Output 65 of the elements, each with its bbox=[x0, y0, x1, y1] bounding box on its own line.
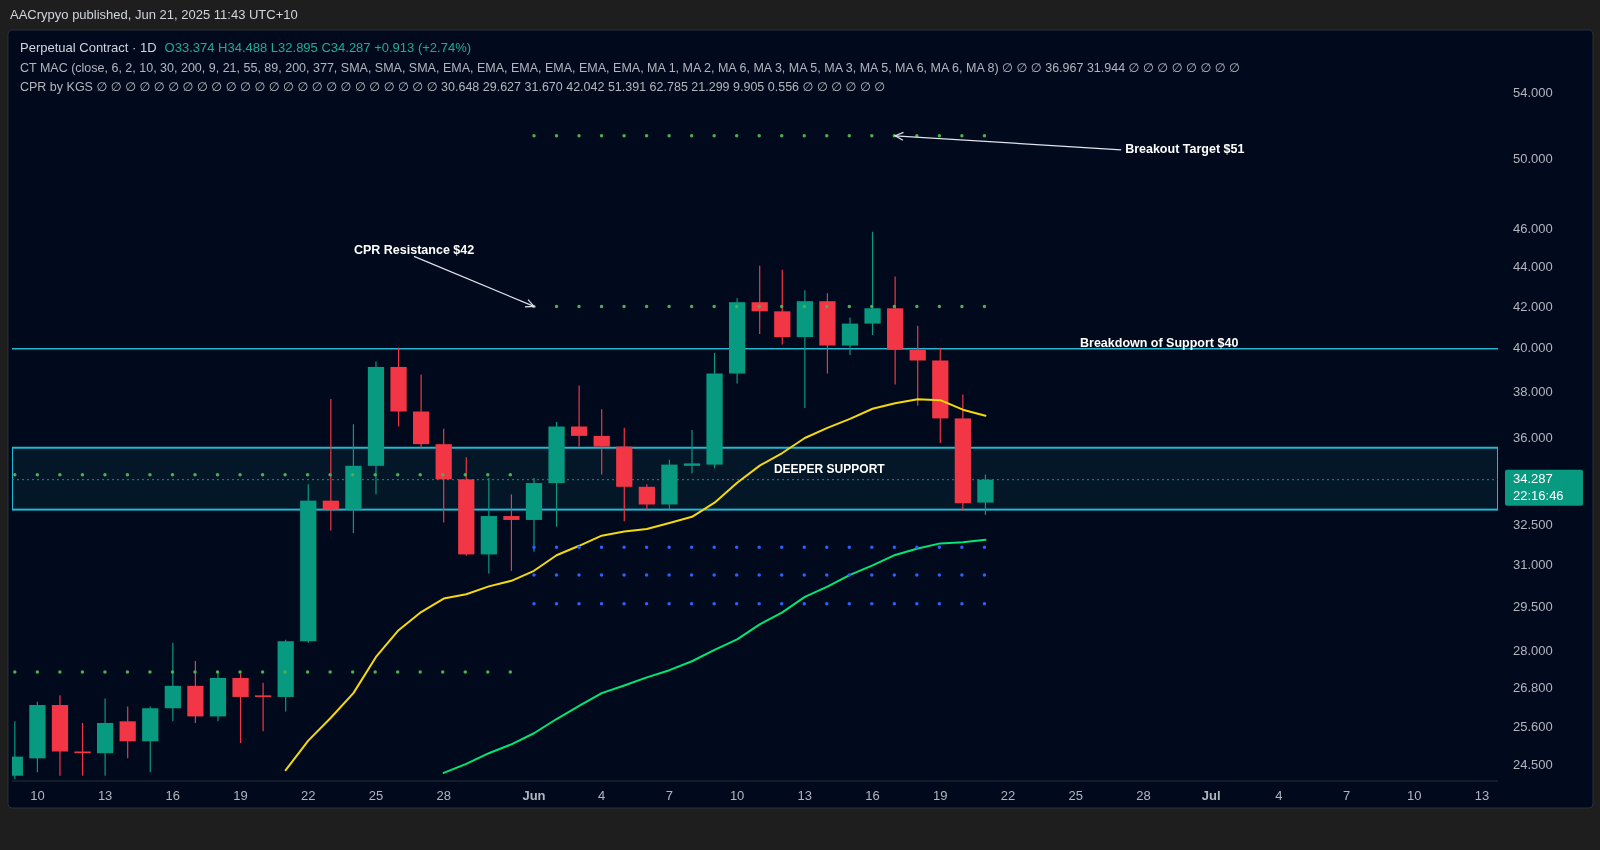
band-label: DEEPER SUPPORT bbox=[773, 462, 886, 477]
ref-line-label: 34.287 bbox=[1513, 471, 1553, 487]
candlestick bbox=[751, 265, 768, 335]
x-tick-label: 19 bbox=[933, 788, 948, 804]
x-tick-label: 22 bbox=[1000, 788, 1016, 804]
y-tick-label: 46.000 bbox=[1513, 221, 1553, 237]
y-tick-label: 24.500 bbox=[1513, 756, 1553, 772]
y-tick-label: 36.000 bbox=[1513, 429, 1553, 445]
x-tick-label: 16 bbox=[865, 788, 880, 804]
x-tick-label: 25 bbox=[1068, 788, 1083, 804]
ref-line-label: Breakdown of Support $40 bbox=[1080, 335, 1239, 350]
line-series bbox=[442, 538, 987, 774]
y-tick-label: 28.000 bbox=[1513, 643, 1553, 659]
x-tick-label: Jun bbox=[522, 788, 546, 804]
y-tick-label: 54.000 bbox=[1513, 85, 1553, 101]
x-tick-label: 19 bbox=[233, 788, 248, 804]
text: Perpetual Contract · 1D bbox=[20, 40, 157, 55]
x-tick-label: 13 bbox=[1474, 788, 1490, 804]
x-tick-label: Jul bbox=[1201, 788, 1221, 804]
x-tick-label: 7 bbox=[665, 788, 674, 804]
candlestick bbox=[593, 408, 610, 476]
candlestick bbox=[119, 706, 136, 759]
y-tick-label: 26.800 bbox=[1513, 680, 1553, 696]
y-tick-label: 38.000 bbox=[1513, 383, 1553, 399]
x-tick-label: 16 bbox=[165, 788, 181, 804]
x-tick-label: 22 bbox=[301, 788, 316, 804]
y-tick-label: 44.000 bbox=[1513, 259, 1553, 275]
candlestick bbox=[232, 672, 249, 744]
x-tick-label: 10 bbox=[1407, 788, 1422, 804]
x-tick-label: 28 bbox=[436, 788, 451, 804]
line-series bbox=[284, 398, 987, 772]
text: AACrypyo published, Jun 21, 2025 11:43 UTC+10 bbox=[10, 7, 298, 22]
y-tick-label: 31.000 bbox=[1513, 556, 1553, 572]
candlestick bbox=[864, 231, 881, 336]
x-tick-label: 7 bbox=[1342, 788, 1351, 804]
x-tick-label: 13 bbox=[797, 788, 813, 804]
x-tick-label: 13 bbox=[97, 788, 113, 804]
candlestick bbox=[571, 385, 588, 448]
candlestick bbox=[254, 682, 272, 732]
x-tick-label: 10 bbox=[729, 788, 745, 804]
candlestick bbox=[638, 483, 655, 511]
x-tick-label: 28 bbox=[1136, 788, 1151, 804]
x-tick-label: 10 bbox=[30, 788, 45, 804]
candlestick bbox=[841, 316, 859, 356]
x-tick-label: 4 bbox=[1275, 788, 1283, 804]
annotation: CPR Resistance $42 bbox=[353, 242, 475, 257]
x-tick-label: 4 bbox=[598, 788, 606, 804]
annotation: Breakout Target $51 bbox=[1125, 142, 1245, 157]
y-tick-label: 40.000 bbox=[1513, 340, 1553, 356]
y-tick-label: 42.000 bbox=[1513, 298, 1553, 314]
candlestick bbox=[322, 398, 339, 531]
text: O33.374 H34.488 L32.895 C34.287 +0.913 (+2.74%) bbox=[164, 40, 472, 55]
y-tick-label: 50.000 bbox=[1513, 150, 1553, 166]
x-tick-label: 25 bbox=[368, 788, 384, 804]
candlestick bbox=[503, 493, 520, 572]
candlestick bbox=[683, 429, 701, 474]
candlestick bbox=[164, 642, 181, 722]
y-tick-label: 32.500 bbox=[1513, 516, 1553, 532]
text: 22:16:46 bbox=[1513, 488, 1564, 504]
annotation: CPR by KGS ∅ ∅ ∅ ∅ ∅ ∅ ∅ ∅ ∅ ∅ ∅ ∅ ∅ ∅ ∅ ∅ ∅ ∅ ∅ ∅ ∅ ∅ ∅ ∅ 30.648 29.627 31.670 42.042 51.391 62.785 21.299 9.905 0.556 ∅ ∅ ∅ ∅ ∅ ∅ bbox=[20, 80, 886, 94]
candlestick bbox=[74, 722, 91, 777]
y-tick-label: 29.500 bbox=[1513, 598, 1553, 614]
annotation: CT MAC (close, 6, 2, 10, 30, 200, 9, 21, 55, 89, 200, 377, SMA, SMA, SMA, EMA, EMA, EMA, EMA, EMA, EMA, MA 1, MA 2, MA 6, MA 3, MA 5, MA 3, MA 5, MA 6, MA 6, MA 8) ∅ ∅ ∅ 36.967 31.944 ∅ ∅ ∅ ∅ ∅ ∅ ∅ ∅ bbox=[20, 61, 1241, 75]
y-tick-label: 25.600 bbox=[1513, 719, 1553, 735]
candlestick bbox=[909, 325, 926, 407]
